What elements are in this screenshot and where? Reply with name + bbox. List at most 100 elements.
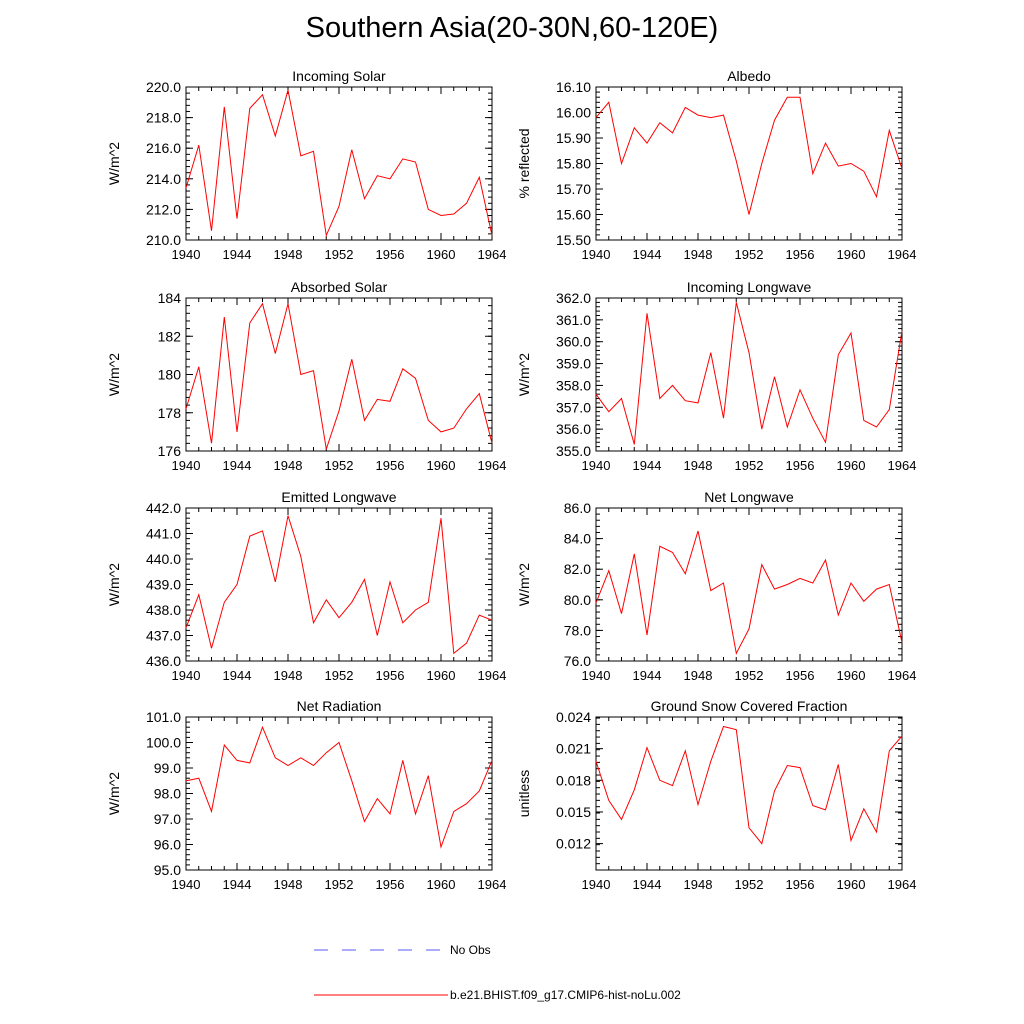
series-line bbox=[595, 302, 903, 445]
plot-frame bbox=[595, 716, 903, 871]
y-tick-label: 442.0 bbox=[146, 500, 181, 516]
y-axis-label: unitless bbox=[516, 770, 532, 817]
chart-panel: Emitted Longwave W/m^2 1940 1944 1948 1952 195… bbox=[106, 489, 506, 683]
x-tick-label: 1940 bbox=[172, 458, 201, 473]
x-tick-label: 1964 bbox=[888, 247, 917, 262]
plot-frame bbox=[595, 86, 903, 241]
x-tick-label: 1960 bbox=[837, 247, 866, 262]
x-tick-label: 1964 bbox=[478, 877, 507, 892]
y-tick-label: 359.0 bbox=[556, 356, 591, 372]
x-tick-label: 1960 bbox=[837, 458, 866, 473]
x-tick-label: 1948 bbox=[684, 668, 713, 683]
x-tick-label: 1940 bbox=[172, 668, 201, 683]
y-tick-label: 220.0 bbox=[146, 79, 181, 95]
y-tick-label: 180 bbox=[158, 367, 182, 383]
panel-title: Albedo bbox=[727, 68, 771, 84]
x-tick-label: 1952 bbox=[735, 247, 764, 262]
y-tick-label: 76.0 bbox=[564, 653, 591, 669]
y-axis-label: W/m^2 bbox=[106, 772, 122, 815]
plot-frame bbox=[185, 716, 493, 871]
x-tick-label: 1956 bbox=[376, 458, 405, 473]
x-tick-label: 1944 bbox=[223, 877, 252, 892]
x-tick-label: 1940 bbox=[582, 458, 611, 473]
chart-panel: Absorbed Solar W/m^2 1940 1944 1948 1952 1956 1… bbox=[106, 279, 506, 473]
x-tick-label: 1960 bbox=[837, 668, 866, 683]
chart-panel: Albedo % reflected 1940 1944 1948 1952 1956 196… bbox=[516, 68, 916, 262]
x-tick-label: 1960 bbox=[427, 247, 456, 262]
x-tick-label: 1948 bbox=[684, 877, 713, 892]
y-tick-label: 86.0 bbox=[564, 500, 591, 516]
y-axis-label: W/m^2 bbox=[106, 563, 122, 606]
y-tick-label: 96.0 bbox=[154, 837, 181, 853]
panel-title: Net Radiation bbox=[297, 698, 382, 714]
x-tick-label: 1964 bbox=[888, 458, 917, 473]
y-tick-label: 0.018 bbox=[556, 772, 591, 788]
x-tick-label: 1940 bbox=[172, 247, 201, 262]
x-tick-label: 1964 bbox=[888, 668, 917, 683]
x-tick-label: 1948 bbox=[684, 458, 713, 473]
y-tick-label: 437.0 bbox=[146, 628, 181, 644]
x-tick-label: 1956 bbox=[786, 247, 815, 262]
y-tick-label: 361.0 bbox=[556, 312, 591, 328]
y-tick-label: 438.0 bbox=[146, 602, 181, 618]
x-tick-label: 1944 bbox=[633, 877, 662, 892]
y-tick-label: 216.0 bbox=[146, 140, 181, 156]
y-tick-label: 184 bbox=[158, 290, 182, 306]
y-tick-label: 356.0 bbox=[556, 421, 591, 437]
y-tick-label: 214.0 bbox=[146, 171, 181, 187]
x-tick-label: 1960 bbox=[427, 668, 456, 683]
y-tick-label: 82.0 bbox=[564, 561, 591, 577]
y-tick-label: 99.0 bbox=[154, 760, 181, 776]
y-axis-label: W/m^2 bbox=[516, 563, 532, 606]
x-tick-label: 1948 bbox=[684, 247, 713, 262]
y-tick-label: 95.0 bbox=[154, 862, 181, 878]
x-tick-label: 1952 bbox=[735, 668, 764, 683]
x-tick-label: 1940 bbox=[582, 668, 611, 683]
y-tick-label: 84.0 bbox=[564, 531, 591, 547]
y-tick-label: 439.0 bbox=[146, 577, 181, 593]
panel-title: Incoming Solar bbox=[292, 68, 386, 84]
y-tick-label: 210.0 bbox=[146, 232, 181, 248]
y-tick-label: 80.0 bbox=[564, 592, 591, 608]
x-tick-label: 1948 bbox=[274, 458, 303, 473]
y-tick-label: 16.00 bbox=[556, 105, 591, 121]
y-tick-label: 355.0 bbox=[556, 443, 591, 459]
x-tick-label: 1964 bbox=[478, 458, 507, 473]
x-tick-label: 1956 bbox=[376, 668, 405, 683]
x-tick-label: 1964 bbox=[888, 877, 917, 892]
plot-frame bbox=[595, 507, 903, 662]
y-tick-label: 15.80 bbox=[556, 156, 591, 172]
x-tick-label: 1960 bbox=[837, 877, 866, 892]
x-tick-label: 1964 bbox=[478, 247, 507, 262]
y-axis-label: % reflected bbox=[516, 128, 532, 198]
x-tick-label: 1956 bbox=[376, 247, 405, 262]
y-tick-label: 101.0 bbox=[146, 709, 181, 725]
y-tick-label: 15.50 bbox=[556, 232, 591, 248]
x-tick-label: 1940 bbox=[582, 247, 611, 262]
page-title: Southern Asia(20-30N,60-120E) bbox=[305, 12, 719, 44]
series-line bbox=[595, 725, 903, 845]
plot-frame bbox=[185, 507, 493, 662]
y-axis-label: W/m^2 bbox=[106, 353, 122, 396]
y-tick-label: 362.0 bbox=[556, 290, 591, 306]
x-tick-label: 1948 bbox=[274, 247, 303, 262]
chart-panel: Ground Snow Covered Fraction unitless 1940… bbox=[516, 698, 916, 892]
y-tick-label: 0.024 bbox=[556, 709, 591, 725]
x-tick-label: 1940 bbox=[172, 877, 201, 892]
panel-title: Net Longwave bbox=[704, 489, 794, 505]
x-tick-label: 1940 bbox=[582, 877, 611, 892]
panel-title: Ground Snow Covered Fraction bbox=[651, 698, 848, 714]
series-line bbox=[185, 89, 493, 238]
x-tick-label: 1956 bbox=[786, 877, 815, 892]
y-tick-label: 182 bbox=[158, 328, 182, 344]
x-tick-label: 1956 bbox=[786, 668, 815, 683]
y-tick-label: 360.0 bbox=[556, 334, 591, 350]
plot-frame bbox=[185, 297, 493, 452]
y-tick-label: 15.70 bbox=[556, 181, 591, 197]
y-tick-label: 176 bbox=[158, 443, 182, 459]
x-tick-label: 1948 bbox=[274, 668, 303, 683]
x-tick-label: 1944 bbox=[223, 247, 252, 262]
y-tick-label: 15.60 bbox=[556, 207, 591, 223]
panel-title: Absorbed Solar bbox=[291, 279, 388, 295]
